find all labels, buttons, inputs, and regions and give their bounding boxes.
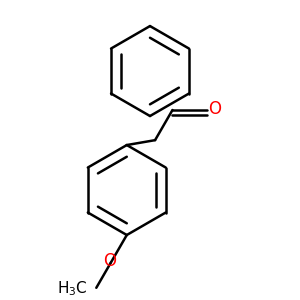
Text: O: O <box>208 100 221 118</box>
Text: H$_3$C: H$_3$C <box>57 279 88 298</box>
Text: O: O <box>103 253 116 271</box>
